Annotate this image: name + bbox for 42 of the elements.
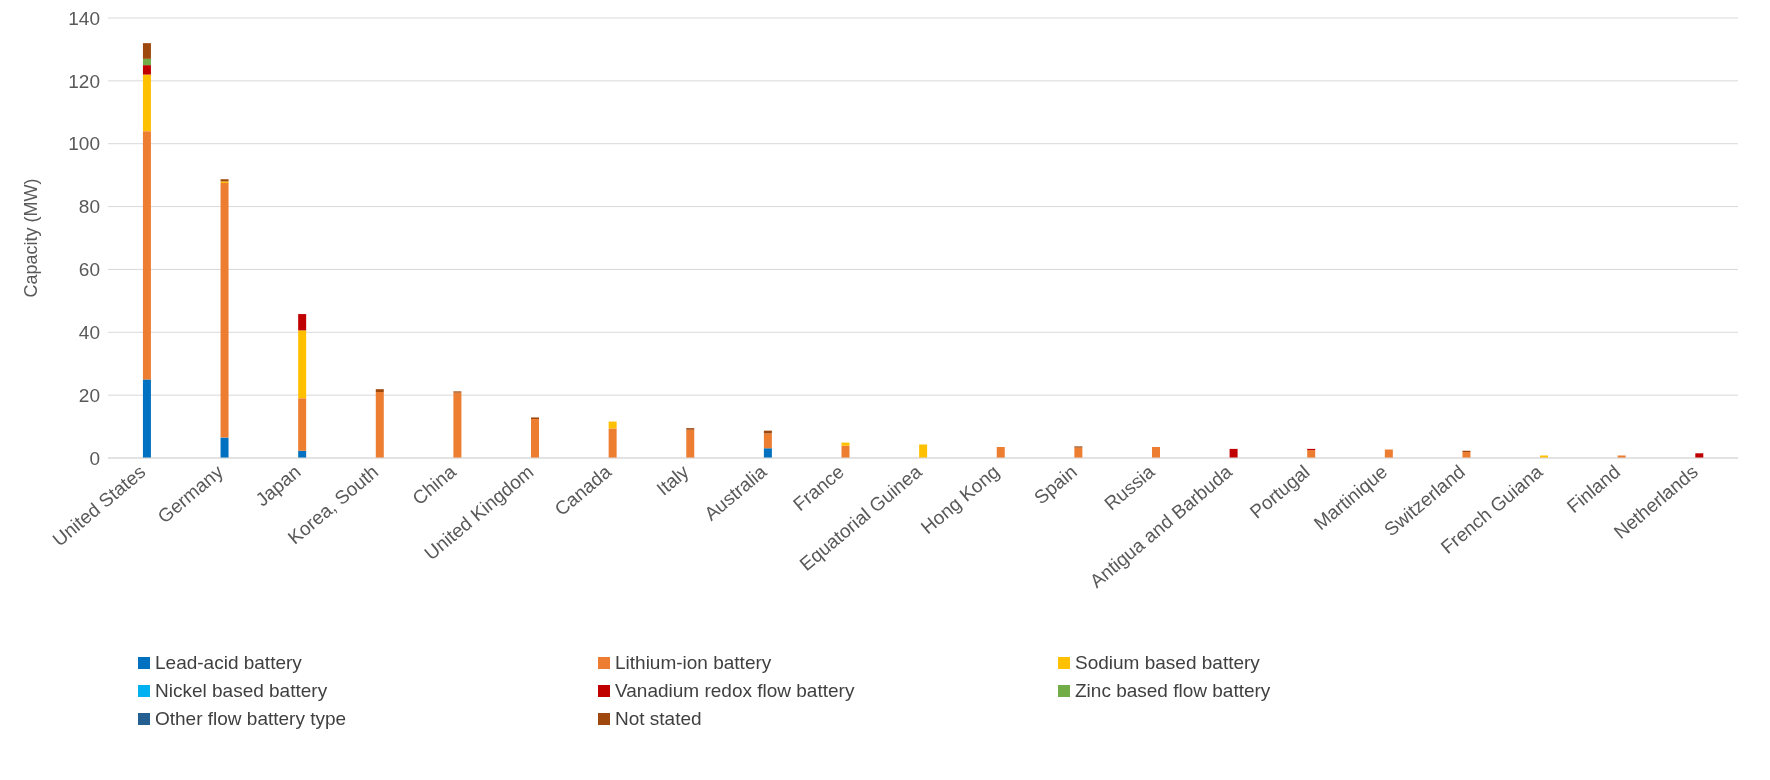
y-tick-label: 0 bbox=[89, 447, 100, 469]
bar bbox=[142, 43, 151, 59]
bar bbox=[220, 437, 229, 458]
bar bbox=[142, 379, 151, 458]
bar bbox=[298, 398, 307, 451]
legend-label: Other flow battery type bbox=[155, 708, 347, 730]
x-tick-label: Italy bbox=[652, 460, 694, 500]
bar bbox=[531, 419, 540, 458]
bar bbox=[686, 429, 695, 458]
bar bbox=[142, 65, 151, 75]
legend-label: Vanadium redox flow battery bbox=[615, 680, 855, 702]
bar bbox=[763, 433, 772, 449]
y-tick-label: 60 bbox=[78, 259, 100, 281]
legend-label: Zinc based flow battery bbox=[1075, 680, 1271, 702]
y-tick-label: 40 bbox=[78, 322, 100, 344]
y-axis-title: Capacity (MW) bbox=[21, 178, 42, 298]
y-tick-label: 20 bbox=[78, 384, 100, 406]
bar bbox=[375, 389, 384, 392]
bar bbox=[1151, 447, 1160, 458]
legend-label: Sodium based battery bbox=[1075, 652, 1260, 674]
bar bbox=[375, 392, 384, 458]
bar bbox=[919, 444, 928, 458]
legend-label: Lead-acid battery bbox=[155, 652, 302, 674]
y-tick-label: 120 bbox=[68, 70, 100, 92]
bar bbox=[142, 131, 151, 380]
bar bbox=[298, 314, 307, 331]
bar bbox=[298, 330, 307, 399]
y-tick-label: 100 bbox=[68, 133, 100, 155]
legend-label: Lithium-ion battery bbox=[615, 652, 772, 674]
bar bbox=[142, 58, 151, 66]
bar bbox=[841, 442, 850, 446]
bar bbox=[220, 183, 229, 438]
bar bbox=[142, 74, 151, 132]
legend-label: Not stated bbox=[615, 708, 702, 730]
y-tick-label: 140 bbox=[68, 7, 100, 29]
bar bbox=[841, 445, 850, 458]
y-tick-label: 80 bbox=[78, 196, 100, 218]
legend-label: Nickel based battery bbox=[155, 680, 328, 702]
bar bbox=[453, 392, 462, 458]
bar bbox=[608, 428, 617, 458]
bar bbox=[996, 447, 1005, 458]
bar bbox=[763, 448, 772, 458]
